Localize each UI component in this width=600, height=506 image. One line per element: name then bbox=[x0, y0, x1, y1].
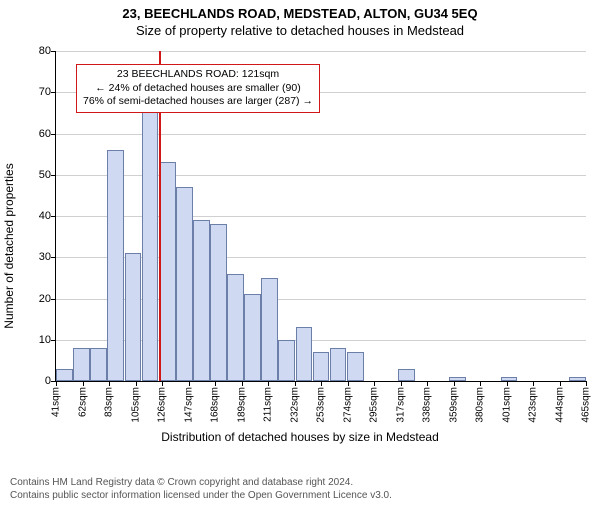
histogram-bar bbox=[193, 220, 210, 381]
histogram-bar bbox=[210, 224, 227, 381]
ytick-label: 20 bbox=[26, 293, 51, 305]
plot-area: 0102030405060708041sqm62sqm83sqm105sqm12… bbox=[55, 51, 586, 382]
histogram-bar bbox=[501, 377, 518, 381]
xtick-label: 168sqm bbox=[210, 387, 221, 423]
xtick-label: 317sqm bbox=[395, 387, 406, 423]
xtick-mark bbox=[83, 381, 84, 386]
xtick-label: 189sqm bbox=[236, 387, 247, 423]
xtick-mark bbox=[162, 381, 163, 386]
attribution-footer: Contains HM Land Registry data © Crown c… bbox=[10, 477, 392, 502]
histogram-bar bbox=[90, 348, 107, 381]
xtick-label: 274sqm bbox=[342, 387, 353, 423]
ytick-mark bbox=[51, 51, 56, 52]
ytick-label: 10 bbox=[26, 334, 51, 346]
histogram-bar bbox=[176, 187, 193, 381]
annotation-line: 23 BEECHLANDS ROAD: 121sqm bbox=[83, 68, 313, 82]
chart-title-sub: Size of property relative to detached ho… bbox=[0, 23, 600, 38]
xtick-mark bbox=[533, 381, 534, 386]
ytick-label: 40 bbox=[26, 210, 51, 222]
ytick-mark bbox=[51, 299, 56, 300]
ytick-label: 60 bbox=[26, 128, 51, 140]
xtick-label: 41sqm bbox=[51, 387, 62, 417]
xtick-label: 444sqm bbox=[554, 387, 565, 423]
xtick-mark bbox=[136, 381, 137, 386]
ytick-label: 50 bbox=[26, 169, 51, 181]
histogram-bar bbox=[73, 348, 90, 381]
ytick-label: 30 bbox=[26, 251, 51, 263]
ytick-label: 70 bbox=[26, 86, 51, 98]
xtick-label: 253sqm bbox=[316, 387, 327, 423]
ytick-label: 0 bbox=[26, 375, 51, 387]
histogram-bar bbox=[330, 348, 347, 381]
gridline bbox=[56, 51, 586, 52]
annotation-line: 76% of semi-detached houses are larger (… bbox=[83, 95, 313, 109]
histogram-bar bbox=[347, 352, 364, 381]
ytick-mark bbox=[51, 257, 56, 258]
chart-title-main: 23, BEECHLANDS ROAD, MEDSTEAD, ALTON, GU… bbox=[0, 6, 600, 21]
histogram-bar bbox=[296, 327, 313, 381]
xtick-mark bbox=[295, 381, 296, 386]
histogram-bar bbox=[107, 150, 124, 381]
xtick-mark bbox=[480, 381, 481, 386]
xtick-mark bbox=[454, 381, 455, 386]
histogram-bar bbox=[142, 105, 159, 381]
histogram-bar bbox=[159, 162, 176, 381]
ytick-mark bbox=[51, 134, 56, 135]
ytick-mark bbox=[51, 92, 56, 93]
gridline bbox=[56, 175, 586, 176]
xtick-mark bbox=[401, 381, 402, 386]
xtick-mark bbox=[268, 381, 269, 386]
xtick-mark bbox=[586, 381, 587, 386]
histogram-bar bbox=[449, 377, 466, 381]
histogram-bar bbox=[56, 369, 73, 381]
histogram-bar bbox=[313, 352, 330, 381]
footer-line-2: Contains public sector information licen… bbox=[10, 490, 392, 503]
footer-line-1: Contains HM Land Registry data © Crown c… bbox=[10, 477, 392, 490]
xtick-mark bbox=[109, 381, 110, 386]
xtick-mark bbox=[56, 381, 57, 386]
xtick-mark bbox=[560, 381, 561, 386]
gridline bbox=[56, 216, 586, 217]
xtick-label: 62sqm bbox=[77, 387, 88, 417]
xtick-label: 423sqm bbox=[528, 387, 539, 423]
xtick-mark bbox=[242, 381, 243, 386]
xtick-label: 126sqm bbox=[157, 387, 168, 423]
xtick-label: 401sqm bbox=[501, 387, 512, 423]
histogram-bar bbox=[278, 340, 295, 381]
xtick-mark bbox=[427, 381, 428, 386]
histogram-bar bbox=[244, 294, 261, 381]
chart-area: Number of detached properties 0102030405… bbox=[0, 46, 600, 446]
xtick-label: 465sqm bbox=[581, 387, 592, 423]
marker-annotation: 23 BEECHLANDS ROAD: 121sqm← 24% of detac… bbox=[76, 64, 320, 113]
ytick-mark bbox=[51, 216, 56, 217]
xtick-mark bbox=[215, 381, 216, 386]
gridline bbox=[56, 134, 586, 135]
xtick-label: 338sqm bbox=[422, 387, 433, 423]
xtick-label: 105sqm bbox=[130, 387, 141, 423]
histogram-bar bbox=[398, 369, 415, 381]
ytick-label: 80 bbox=[26, 45, 51, 57]
xtick-label: 211sqm bbox=[263, 387, 274, 422]
xtick-label: 83sqm bbox=[104, 387, 115, 417]
xtick-label: 380sqm bbox=[475, 387, 486, 423]
ytick-mark bbox=[51, 340, 56, 341]
xtick-label: 147sqm bbox=[183, 387, 194, 423]
xtick-mark bbox=[507, 381, 508, 386]
ytick-mark bbox=[51, 175, 56, 176]
y-axis-label: Number of detached properties bbox=[2, 163, 16, 328]
xtick-label: 295sqm bbox=[369, 387, 380, 423]
xtick-label: 232sqm bbox=[289, 387, 300, 423]
xtick-mark bbox=[321, 381, 322, 386]
xtick-mark bbox=[374, 381, 375, 386]
x-axis-label: Distribution of detached houses by size … bbox=[0, 430, 600, 444]
xtick-label: 359sqm bbox=[448, 387, 459, 423]
xtick-mark bbox=[348, 381, 349, 386]
histogram-bar bbox=[569, 377, 586, 381]
histogram-bar bbox=[261, 278, 278, 381]
histogram-bar bbox=[125, 253, 142, 381]
annotation-line: ← 24% of detached houses are smaller (90… bbox=[83, 82, 313, 96]
xtick-mark bbox=[189, 381, 190, 386]
histogram-bar bbox=[227, 274, 244, 381]
